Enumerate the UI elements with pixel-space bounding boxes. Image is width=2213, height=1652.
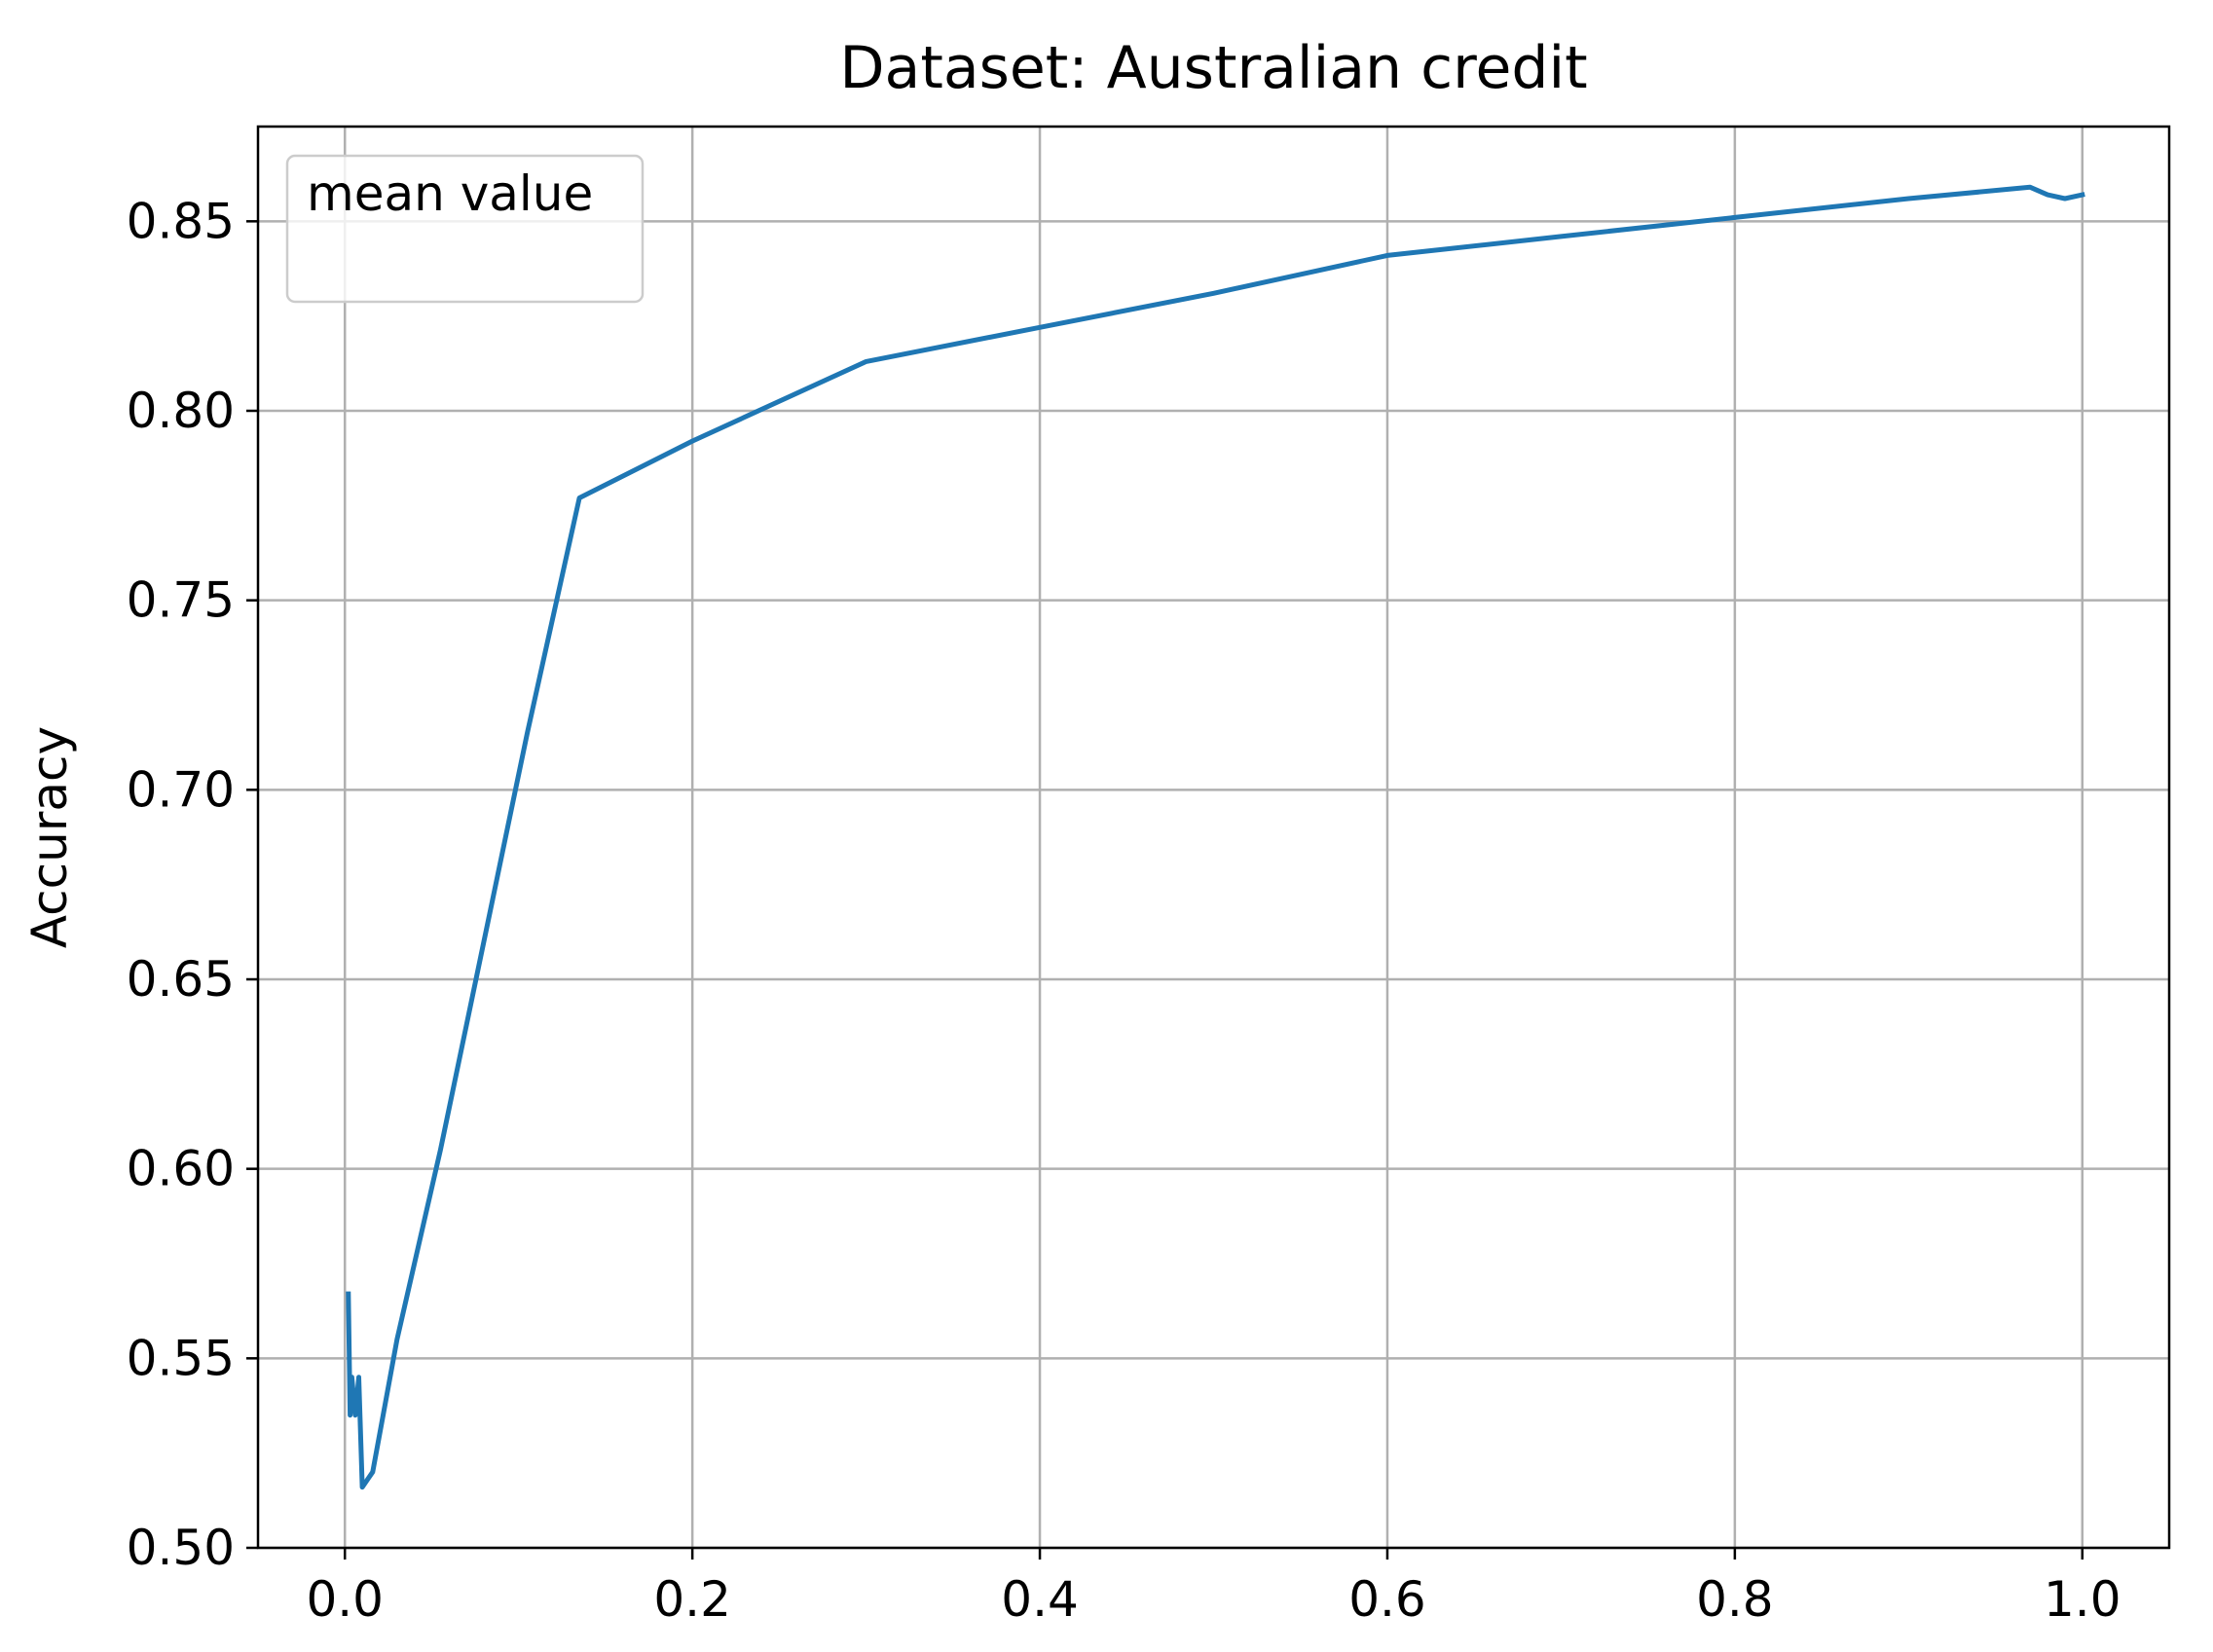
- y-tick-label: 0.70: [127, 761, 235, 818]
- x-tick-label: 0.6: [1348, 1571, 1426, 1628]
- y-tick-label: 0.60: [127, 1141, 235, 1197]
- y-tick-label: 0.80: [127, 383, 235, 439]
- y-tick-label: 0.55: [127, 1330, 235, 1386]
- y-axis-label: Accuracy: [21, 726, 78, 948]
- x-tick-label: 0.2: [653, 1571, 731, 1628]
- x-tick-label: 0.4: [1001, 1571, 1079, 1628]
- x-tick-label: 0.8: [1696, 1571, 1774, 1628]
- series-line: [346, 184, 2085, 1490]
- legend-title: mean value: [307, 165, 593, 222]
- y-tick-label: 0.85: [127, 193, 235, 249]
- ticks-layer: 0.0 0.2 0.4 0.6 0.8 1.0 0.50 0.55 0.60 0.65 0.70 0.…: [127, 193, 2121, 1628]
- chart-title: Dataset: Australian credit: [839, 34, 1587, 102]
- legend-box: [285, 154, 645, 304]
- y-tick-label: 0.65: [127, 951, 235, 1008]
- series-layer: [346, 184, 2085, 1490]
- legend: mean value: [285, 154, 645, 304]
- grid-layer: [258, 127, 2169, 1550]
- x-tick-label: 0.0: [306, 1571, 384, 1628]
- plot-frame: [256, 125, 2171, 1550]
- x-tick-label: 1.0: [2044, 1571, 2121, 1628]
- y-tick-label: 0.50: [127, 1520, 235, 1576]
- y-tick-label: 0.75: [127, 572, 235, 629]
